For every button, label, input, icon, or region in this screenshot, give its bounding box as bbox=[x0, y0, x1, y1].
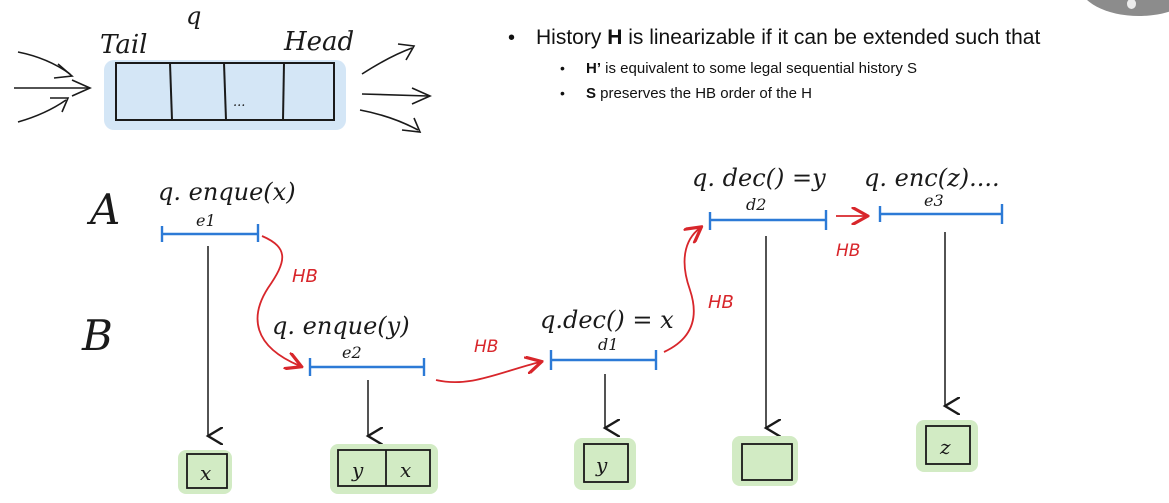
state-arrows bbox=[208, 232, 945, 436]
op-d1: q.dec() = x d1 bbox=[540, 306, 674, 370]
op-e2-tag: e2 bbox=[342, 343, 362, 362]
op-d1-call: q.dec() = x bbox=[540, 306, 674, 334]
hb-arrow-e1-e2 bbox=[256, 235, 300, 366]
hb-label-3: HB bbox=[708, 292, 734, 313]
hb-label-2: HB bbox=[474, 337, 498, 357]
bullet-sub-2-rest: preserves the HB order of the H bbox=[596, 85, 812, 102]
hb-arrow-e2-d1 bbox=[435, 362, 540, 384]
queue-ellipsis: ... bbox=[233, 95, 245, 110]
queue-name-label: q bbox=[186, 2, 201, 30]
queue-state-1: x bbox=[178, 450, 232, 494]
op-e1-call: q. enque(x) bbox=[158, 178, 296, 206]
dequeue-arrow bbox=[361, 47, 413, 75]
op-e1: q. enque(x) e1 bbox=[158, 178, 296, 242]
queue-state-2: y x bbox=[330, 444, 438, 494]
queue-state-5-cell-0: z bbox=[939, 435, 951, 459]
apple-icon bbox=[1127, 0, 1136, 9]
op-d2-tag: d2 bbox=[746, 195, 766, 214]
op-d1-tag: d1 bbox=[598, 335, 618, 354]
bullet-sub-1: • H’ is equivalent to some legal sequent… bbox=[560, 60, 1148, 77]
hb-arrows: HB HB HB HB bbox=[256, 216, 866, 384]
hb-label-1: HB bbox=[292, 266, 318, 287]
queue-tail-label: Tail bbox=[100, 30, 147, 60]
bullet-main-pre: History bbox=[536, 26, 608, 49]
bullet-main: • History H is linearizable if it can be… bbox=[508, 26, 1148, 50]
thread-a-label: A bbox=[86, 185, 120, 234]
queue-head-label: Head bbox=[283, 27, 354, 57]
hb-label-4: HB bbox=[836, 241, 860, 261]
bullet-sub-2-bold: S bbox=[586, 85, 597, 102]
op-e3: q. enc(z).... e3 bbox=[864, 164, 1004, 224]
enqueue-arrow bbox=[17, 51, 71, 75]
bullet-dot: • bbox=[560, 85, 565, 101]
op-d2: q. dec() =y d2 bbox=[692, 164, 828, 230]
hb-arrow-d1-d2 bbox=[663, 228, 700, 353]
queue-sketch: ... Tail q Head bbox=[14, 2, 432, 133]
queue-states: x y x y z bbox=[178, 420, 978, 494]
op-e1-tag: e1 bbox=[196, 211, 216, 230]
op-e2-call: q. enque(y) bbox=[272, 312, 410, 340]
bullet-sub-1-rest: is equivalent to some legal sequential h… bbox=[601, 60, 918, 77]
bullet-dot: • bbox=[508, 27, 516, 49]
op-d2-call: q. dec() =y bbox=[692, 164, 826, 192]
queue-state-5: z bbox=[916, 420, 978, 472]
bullet-dot: • bbox=[560, 60, 565, 76]
definition-bullets: • History H is linearizable if it can be… bbox=[508, 26, 1148, 110]
bullet-sub-1-bold: H’ bbox=[586, 60, 601, 77]
op-e3-tag: e3 bbox=[924, 191, 944, 210]
bullet-sub-2: • S preserves the HB order of the H bbox=[560, 85, 1148, 102]
queue-state-3-cell-0: y bbox=[595, 453, 608, 477]
op-e2: q. enque(y) e2 bbox=[272, 312, 426, 376]
queue-state-3: y bbox=[574, 438, 636, 490]
queue-state-2-cell-0: y bbox=[351, 458, 364, 482]
queue-state-2-cell-1: x bbox=[400, 458, 411, 482]
op-e3-call: q. enc(z).... bbox=[864, 164, 1000, 192]
bullet-main-post: is linearizable if it can be extended su… bbox=[622, 26, 1041, 49]
bullet-main-bold: H bbox=[607, 26, 623, 49]
queue-state-4 bbox=[732, 436, 798, 486]
thread-b-label: B bbox=[81, 311, 113, 360]
queue-state-1-cell-0: x bbox=[200, 461, 211, 485]
